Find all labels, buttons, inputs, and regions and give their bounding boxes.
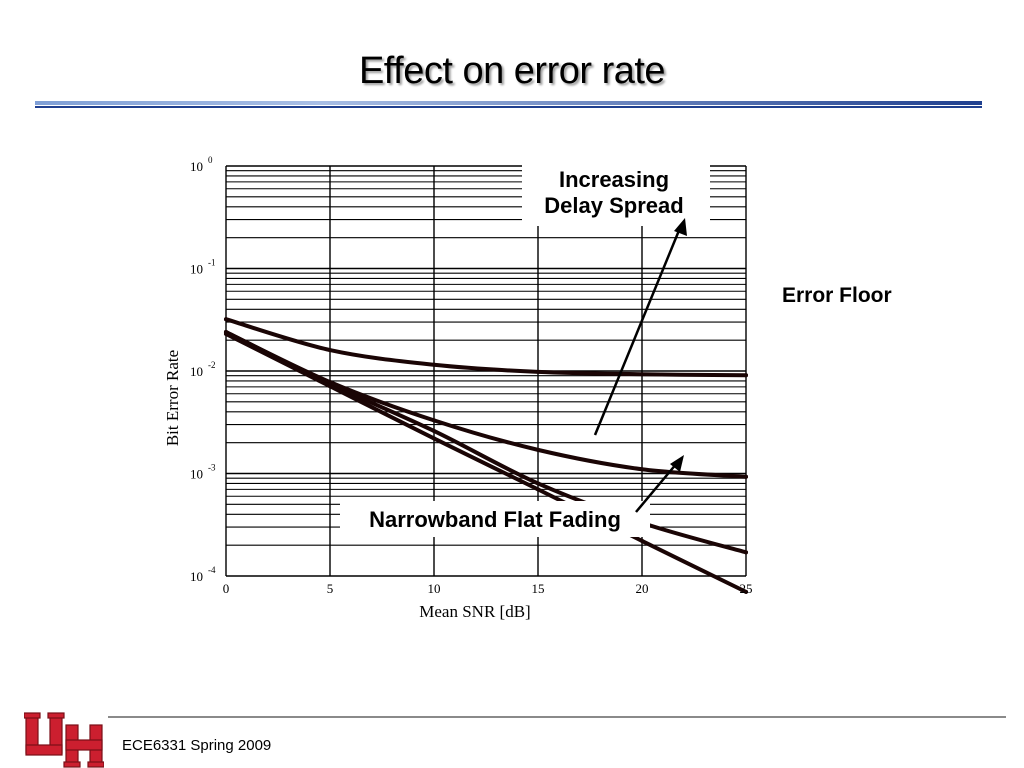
series-point-1 <box>432 362 436 367</box>
flat-fading-arrow <box>635 455 684 513</box>
uh-logo-icon <box>24 712 104 768</box>
y-tick-label: 10 <box>190 159 203 174</box>
footer-text: ECE6331 Spring 2009 <box>122 737 272 754</box>
series-point-4 <box>744 589 748 594</box>
chart-series <box>224 317 748 594</box>
y-tick-exponent: -1 <box>208 258 216 268</box>
y-tick-exponent: -2 <box>208 360 216 370</box>
y-axis-title: Bit Error Rate <box>163 350 182 446</box>
y-tick-exponent: -4 <box>208 565 216 575</box>
y-tick-label: 10 <box>190 364 203 379</box>
y-tick-label: 10 <box>190 262 203 277</box>
title-underline <box>35 101 982 108</box>
series-line-4 <box>224 331 748 594</box>
y-tick-exponent: -3 <box>208 463 216 473</box>
y-tick-label: 10 <box>190 569 203 584</box>
series-point-2 <box>432 418 436 423</box>
chart-grid <box>225 165 747 577</box>
series-point-1 <box>328 348 332 353</box>
x-tick-label: 15 <box>532 581 545 596</box>
series-point-1 <box>536 369 540 374</box>
series-point-2 <box>536 447 540 452</box>
slide-title: Effect on error rate <box>358 50 666 92</box>
y-tick-exponent: 0 <box>208 155 213 165</box>
series-line-1 <box>224 317 748 378</box>
x-tick-label: 20 <box>636 581 649 596</box>
series-point-3 <box>432 428 436 433</box>
x-tick-label: 10 <box>428 581 441 596</box>
delay-spread-arrow <box>593 218 687 436</box>
series-point-1 <box>224 317 228 322</box>
delay-spread-label-line1: Increasing <box>559 167 669 192</box>
flat-fading-label-bg <box>340 501 650 537</box>
x-tick-label: 5 <box>327 581 334 596</box>
delay-spread-label-line2: Delay Spread <box>544 193 683 218</box>
delay-spread-label-bg <box>522 162 710 226</box>
series-point-3 <box>536 481 540 486</box>
ber-chart: 0 5 10 15 20 25 10 0 10 -1 10 -2 10 -3 10 -4 Mean SNR [… <box>163 155 753 621</box>
x-tick-label: 25 <box>740 581 753 596</box>
x-axis-title: Mean SNR [dB] <box>419 602 530 621</box>
series-point-2 <box>744 474 748 479</box>
series-point-4 <box>536 487 540 492</box>
series-point-1 <box>640 372 644 377</box>
series-point-1 <box>744 373 748 378</box>
series-point-3 <box>744 550 748 555</box>
y-tick-label: 10 <box>190 467 203 482</box>
series-point-4 <box>640 538 644 543</box>
error-floor-label: Error Floor <box>782 284 892 307</box>
series-point-4 <box>328 384 332 389</box>
series-point-2 <box>640 467 644 472</box>
series-point-4 <box>224 331 228 336</box>
footer-rule <box>108 716 1006 718</box>
series-line-2 <box>224 330 748 479</box>
series-point-4 <box>432 436 436 441</box>
flat-fading-label: Narrowband Flat Fading <box>369 507 621 532</box>
x-tick-label: 0 <box>223 581 230 596</box>
chart-tick-labels: 0 5 10 15 20 25 10 0 10 -1 10 -2 10 -3 10 -4 <box>190 155 753 596</box>
